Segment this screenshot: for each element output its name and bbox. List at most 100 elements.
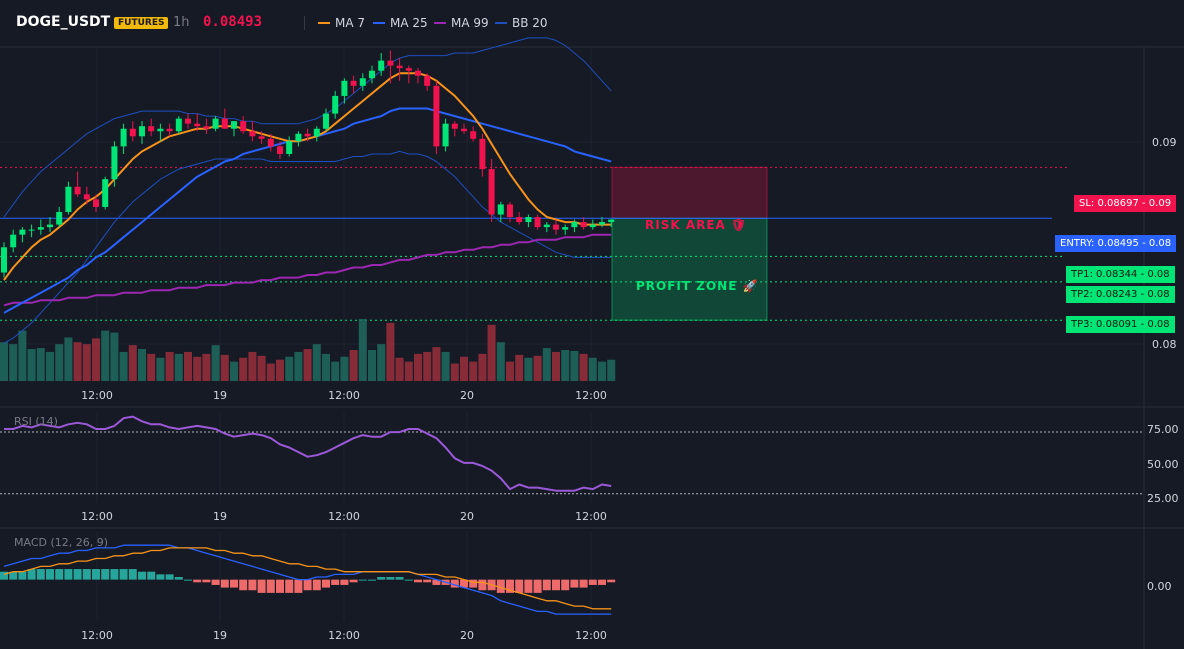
volume-bar [230, 361, 238, 381]
macd-histogram-bar [460, 579, 468, 588]
volume-bar [174, 353, 183, 381]
volume-bar [598, 361, 606, 381]
profit-zone [611, 217, 768, 321]
y-tick-label: 0.09 [1152, 136, 1177, 149]
macd-histogram-bar [478, 579, 487, 591]
volume-bar [73, 342, 82, 381]
interval-selector[interactable]: 1h [173, 15, 190, 30]
candle-body [350, 80, 357, 86]
macd-histogram-bar [542, 579, 551, 591]
pane-separators [0, 46, 1184, 649]
y-tick-label: 0.08 [1152, 338, 1177, 351]
volume-bar [506, 361, 514, 381]
volume-bar [358, 319, 367, 381]
macd-histogram-bar [322, 579, 330, 588]
macd-signal-line [3, 547, 612, 610]
candle-body [497, 204, 504, 215]
x-tick-label: 12:00 [81, 629, 113, 642]
candle-body [534, 217, 541, 228]
candle-body [369, 70, 375, 79]
macd-tick-label: 0.00 [1147, 580, 1172, 593]
volume-bar [156, 357, 165, 381]
bb-lower-line [3, 150, 612, 344]
candlesticks [1, 50, 615, 278]
candle-body [553, 224, 559, 230]
volume-bar [524, 357, 533, 381]
volume-bar [349, 350, 358, 381]
legend-ma7[interactable]: MA 7 [318, 16, 365, 30]
candle-body [571, 222, 578, 228]
legend-ma25[interactable]: MA 25 [373, 16, 428, 30]
x-tick-label: 19 [213, 629, 227, 642]
macd-histogram-bar [46, 569, 54, 580]
tp3-tag: TP3: 0.08091 - 0.08 [1066, 316, 1175, 333]
legend-ma7-label: MA 7 [335, 16, 366, 30]
volume-bar [110, 332, 119, 381]
volume-bar [478, 353, 487, 381]
volume-bar [331, 361, 340, 381]
candle-body [286, 141, 293, 154]
symbol-name[interactable]: DOGE_USDT [16, 14, 111, 30]
macd-histogram-bar [202, 579, 211, 583]
volume-bar [377, 344, 386, 381]
candle-body [1, 247, 7, 273]
macd-histogram-bar [570, 579, 579, 588]
candle-body [470, 131, 477, 139]
macd-histogram-bar [27, 569, 36, 580]
macd-histogram-bar [303, 579, 312, 591]
volume-bar [414, 353, 422, 381]
macd-histogram-bar [73, 569, 82, 580]
volume-bar [450, 363, 459, 381]
macd-histogram-bar [230, 579, 238, 588]
candle-body [258, 136, 265, 139]
x-tick-label: 19 [213, 510, 227, 523]
x-tick-label: 20 [460, 629, 474, 642]
legend-ma99[interactable]: MA 99 [434, 16, 489, 30]
volume-bar [257, 355, 266, 381]
volume-bar [533, 355, 542, 381]
volume-bar [119, 351, 128, 381]
macd-histogram-bar [285, 579, 294, 593]
x-tick-label: 12:00 [81, 389, 113, 402]
macd-histogram-bar [414, 579, 422, 583]
macd-histogram-bar [266, 579, 275, 593]
entry-tag: ENTRY: 0.08495 - 0.08 [1055, 235, 1177, 252]
candle-body [396, 65, 403, 69]
candle-body [525, 217, 532, 223]
volume-bar [211, 345, 220, 381]
macd-histogram-bar [9, 571, 18, 580]
legend-bb20[interactable]: BB 20 [495, 16, 548, 30]
risk-area-zone [611, 166, 768, 219]
macd-histogram-bar [82, 569, 91, 580]
candle-body [221, 118, 228, 129]
legend-ma25-swatch [373, 21, 385, 24]
candle-body [231, 121, 237, 129]
x-tick-label: 12:00 [328, 510, 360, 523]
candle-body [304, 133, 311, 137]
x-tick-label: 12:00 [328, 389, 360, 402]
rsi-tick-label: 25.00 [1147, 492, 1179, 505]
volume-bar [588, 357, 597, 381]
volume-bar [542, 348, 551, 381]
candle-body [203, 126, 210, 129]
volume-bar [487, 324, 496, 381]
candle-body [74, 186, 81, 195]
macd-histogram-bar [598, 579, 606, 585]
macd-histogram-bar [607, 579, 616, 583]
volume-bar [441, 351, 450, 381]
macd-histogram-bar [506, 579, 514, 593]
macd-histogram-bar [64, 569, 73, 580]
candle-body [313, 128, 320, 137]
macd-histogram-bar [395, 577, 404, 580]
macd-histogram-bar [579, 579, 588, 588]
candle-body [599, 222, 605, 225]
volume-bar [266, 363, 275, 381]
candle-body [249, 131, 256, 137]
candle-body [102, 179, 109, 207]
volume-bar [579, 353, 588, 381]
volume-bar [82, 344, 91, 381]
candle-body [10, 234, 17, 248]
candle-body [516, 217, 523, 223]
risk-area-label: RISK AREA 🛡 [645, 218, 748, 232]
